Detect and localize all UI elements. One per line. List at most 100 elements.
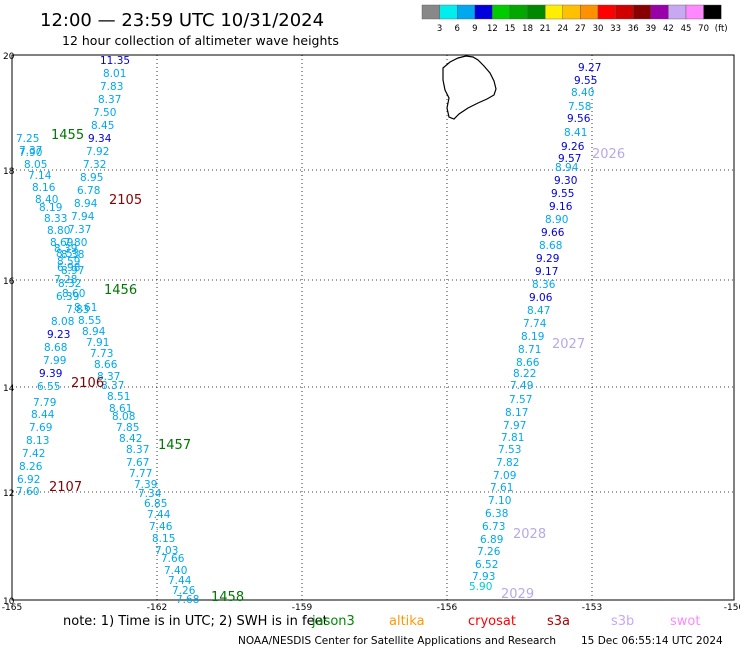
- wave-height-value: 8.37: [97, 371, 120, 383]
- wave-height-value: 8.22: [513, 368, 536, 380]
- wave-height-value: 7.42: [22, 448, 45, 460]
- legend-label: 42: [663, 24, 674, 34]
- wave-height-value: 9.27: [578, 62, 601, 74]
- wave-height-value: 7.83: [100, 81, 123, 93]
- wave-height-value: 7.14: [28, 170, 52, 182]
- pass-label: 2029: [501, 587, 534, 602]
- wave-height-value: 9.55: [574, 75, 597, 87]
- wave-height-value: 8.13: [26, 435, 49, 447]
- legend-label: 3: [437, 24, 442, 34]
- footer-timestamp: 15 Dec 06:55:14 UTC 2024: [581, 635, 723, 647]
- legend-label: 70: [698, 24, 709, 34]
- wave-height-value: 6.89: [480, 534, 503, 546]
- legend-label: 21: [540, 24, 551, 34]
- wave-height-value: 6.98: [57, 262, 80, 274]
- lat-tick-label: 14: [3, 384, 15, 394]
- wave-height-value: 7.03: [155, 545, 178, 557]
- wave-height-value: 8.97: [61, 265, 84, 277]
- wave-height-value: 8.37: [126, 444, 149, 456]
- wave-height-value: 9.57: [558, 153, 581, 165]
- wave-height-value: 8.94: [82, 326, 106, 338]
- note-overlay-jason3: jason3: [311, 614, 355, 629]
- note-text: note: 1) Time is in UTC; 2) SWH is in fe…: [63, 614, 328, 629]
- wave-height-value: 7.53: [498, 444, 521, 456]
- wave-height-value: 6.55: [37, 381, 60, 393]
- wave-height-value: 7.10: [488, 495, 511, 507]
- wave-height-value: 7.37: [19, 145, 42, 157]
- wave-height-value: 7.25: [16, 133, 39, 145]
- pass-label: 2105: [109, 193, 142, 208]
- wave-height-value: 6.38: [485, 508, 508, 520]
- wave-height-value: 8.47: [527, 305, 550, 317]
- wave-height-value: 7.99: [43, 355, 66, 367]
- wave-height-value: 8.80: [47, 225, 70, 237]
- wave-height-value: 8.44: [31, 409, 55, 421]
- wave-height-value: 8.17: [505, 407, 528, 419]
- pass-label: 2026: [592, 147, 625, 162]
- legend-label: 30: [593, 24, 604, 34]
- wave-height-value: 7.49: [510, 380, 533, 392]
- wave-height-value: 8.60: [62, 288, 85, 300]
- wave-height-value: 8.94: [555, 162, 579, 174]
- wave-height-value: 7.80: [64, 237, 87, 249]
- wave-height-value: 8.40: [35, 194, 58, 206]
- wave-height-value: 7.61: [490, 482, 513, 494]
- wave-height-value: 8.16: [32, 182, 56, 194]
- wave-height-value: 7.94: [71, 211, 95, 223]
- wave-height-value: 9.55: [551, 188, 574, 200]
- legend-label: 33: [610, 24, 621, 34]
- wave-height-value: 8.42: [119, 433, 142, 445]
- pass-label: 2028: [513, 527, 546, 542]
- satellite-name: cryosat: [468, 614, 516, 629]
- wave-height-value: 7.90: [19, 147, 42, 159]
- wave-height-value: 7.97: [503, 420, 526, 432]
- wave-height-value: 7.82: [496, 457, 519, 469]
- wave-height-value: 8.66: [516, 357, 540, 369]
- wave-height-value: 7.34: [138, 488, 162, 500]
- footer-credit: NOAA/NESDIS Center for Satellite Applica…: [238, 635, 556, 647]
- lat-tick-label: 12: [3, 489, 14, 499]
- lat-tick-label: 18: [3, 167, 15, 177]
- wave-height-value: 8.51: [107, 391, 130, 403]
- wave-height-value: 7.67: [126, 457, 149, 469]
- legend-label: 36: [628, 24, 639, 34]
- legend-swatch: [562, 4, 581, 20]
- wave-height-value: 8.45: [91, 120, 114, 132]
- wave-height-value: 8.38: [61, 249, 84, 261]
- wave-height-value: 6.85: [144, 498, 167, 510]
- wave-height-value: 7.66: [161, 553, 185, 565]
- wave-height-value: 11.35: [100, 55, 130, 67]
- wave-height-value: 9.29: [536, 253, 559, 265]
- wave-height-value: 8.61: [74, 302, 97, 314]
- satellite-legend: altika cryosat s3a s3b swot: [389, 614, 700, 629]
- wave-height-value: 7.74: [523, 318, 547, 330]
- wave-height-value: 8.55: [78, 315, 101, 327]
- pass-label: 1457: [158, 438, 191, 453]
- wave-height-value: 8.41: [564, 127, 587, 139]
- wave-height-value: 7.77: [129, 468, 152, 480]
- wave-height-value: 6.39: [56, 291, 79, 303]
- plot-frame: [11, 54, 735, 601]
- wave-height-value: 8.37: [98, 94, 121, 106]
- legend-label: 6: [454, 24, 459, 34]
- wave-height-value: 9.34: [88, 133, 112, 145]
- legend-swatch: [421, 4, 440, 20]
- wave-height-value: 8.71: [518, 344, 541, 356]
- wave-height-value: 7.37: [68, 224, 91, 236]
- wave-height-value: 7.40: [164, 565, 187, 577]
- wave-height-value: 5.90: [469, 581, 492, 593]
- legend-swatch: [509, 4, 528, 20]
- wave-height-value: 6.52: [475, 559, 498, 571]
- wave-height-value: 7.26: [172, 585, 196, 597]
- wave-height-value: 8.33: [44, 213, 67, 225]
- lon-tick-label: -156: [437, 603, 458, 613]
- wave-height-value: 7.83: [66, 304, 89, 316]
- wave-height-value: 7.69: [29, 422, 52, 434]
- wave-height-value: 8.69: [50, 237, 73, 249]
- legend-swatch: [545, 4, 564, 20]
- wave-height-value: 8.40: [571, 87, 594, 99]
- legend-label: 12: [487, 24, 498, 34]
- wave-height-value: 7.44: [147, 509, 171, 521]
- lon-tick-label: -165: [2, 603, 22, 613]
